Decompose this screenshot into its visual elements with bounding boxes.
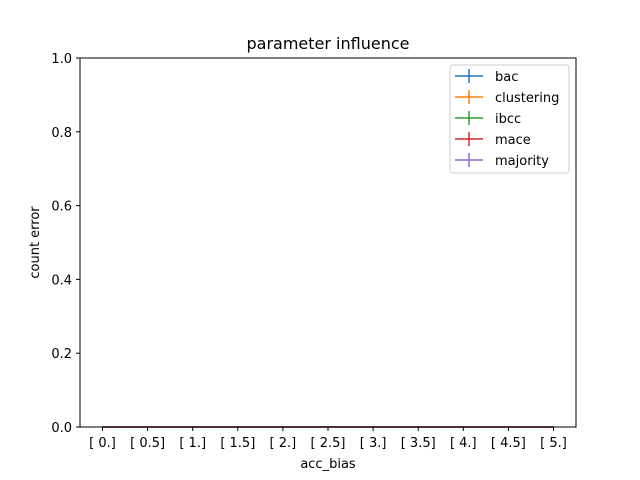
x-tick-label: [ 2.5]	[311, 436, 346, 451]
x-tick-label: [ 3.5]	[401, 436, 436, 451]
x-tick-label: [ 0.]	[89, 436, 116, 451]
legend-item-ibcc: ibcc	[455, 111, 521, 127]
legend-item-mace: mace	[455, 132, 531, 148]
x-tick-label: [ 4.]	[450, 436, 477, 451]
legend-label: mace	[495, 133, 531, 148]
x-axis: [ 0.] [ 0.5] [ 1.] [ 1.5] [ 2.] [ 2.5] [ 3.] [ …	[89, 427, 567, 451]
legend-item-majority: majority	[455, 153, 549, 169]
y-axis-label: count error	[28, 206, 43, 279]
chart-title: parameter influence	[247, 34, 410, 53]
y-tick-label: 0.2	[51, 347, 72, 362]
y-tick-label: 1.0	[51, 52, 72, 67]
legend-item-clustering: clustering	[455, 90, 559, 106]
x-tick-label: [ 1.]	[179, 436, 206, 451]
legend-box	[449, 64, 570, 174]
x-tick-label: [ 0.5]	[130, 436, 165, 451]
y-tick-label: 0.8	[51, 126, 72, 141]
x-tick-label: [ 5.]	[540, 436, 567, 451]
x-axis-label: acc_bias	[300, 457, 356, 472]
legend-label: clustering	[495, 91, 559, 106]
y-axis: 0.0 0.2 0.4 0.6 0.8 1.0	[51, 52, 80, 436]
y-tick-label: 0.4	[51, 273, 72, 288]
y-tick-label: 0.0	[51, 421, 72, 436]
legend-label: majority	[495, 154, 549, 169]
x-tick-label: [ 1.5]	[220, 436, 255, 451]
legend-label: bac	[495, 70, 518, 85]
x-tick-label: [ 3.]	[360, 436, 387, 451]
x-tick-label: [ 2.]	[270, 436, 297, 451]
legend: bac clustering ibcc mace majority	[449, 64, 570, 174]
legend-label: ibcc	[495, 112, 521, 127]
legend-item-bac: bac	[455, 69, 518, 85]
x-tick-label: [ 4.5]	[491, 436, 526, 451]
y-tick-label: 0.6	[51, 200, 72, 215]
